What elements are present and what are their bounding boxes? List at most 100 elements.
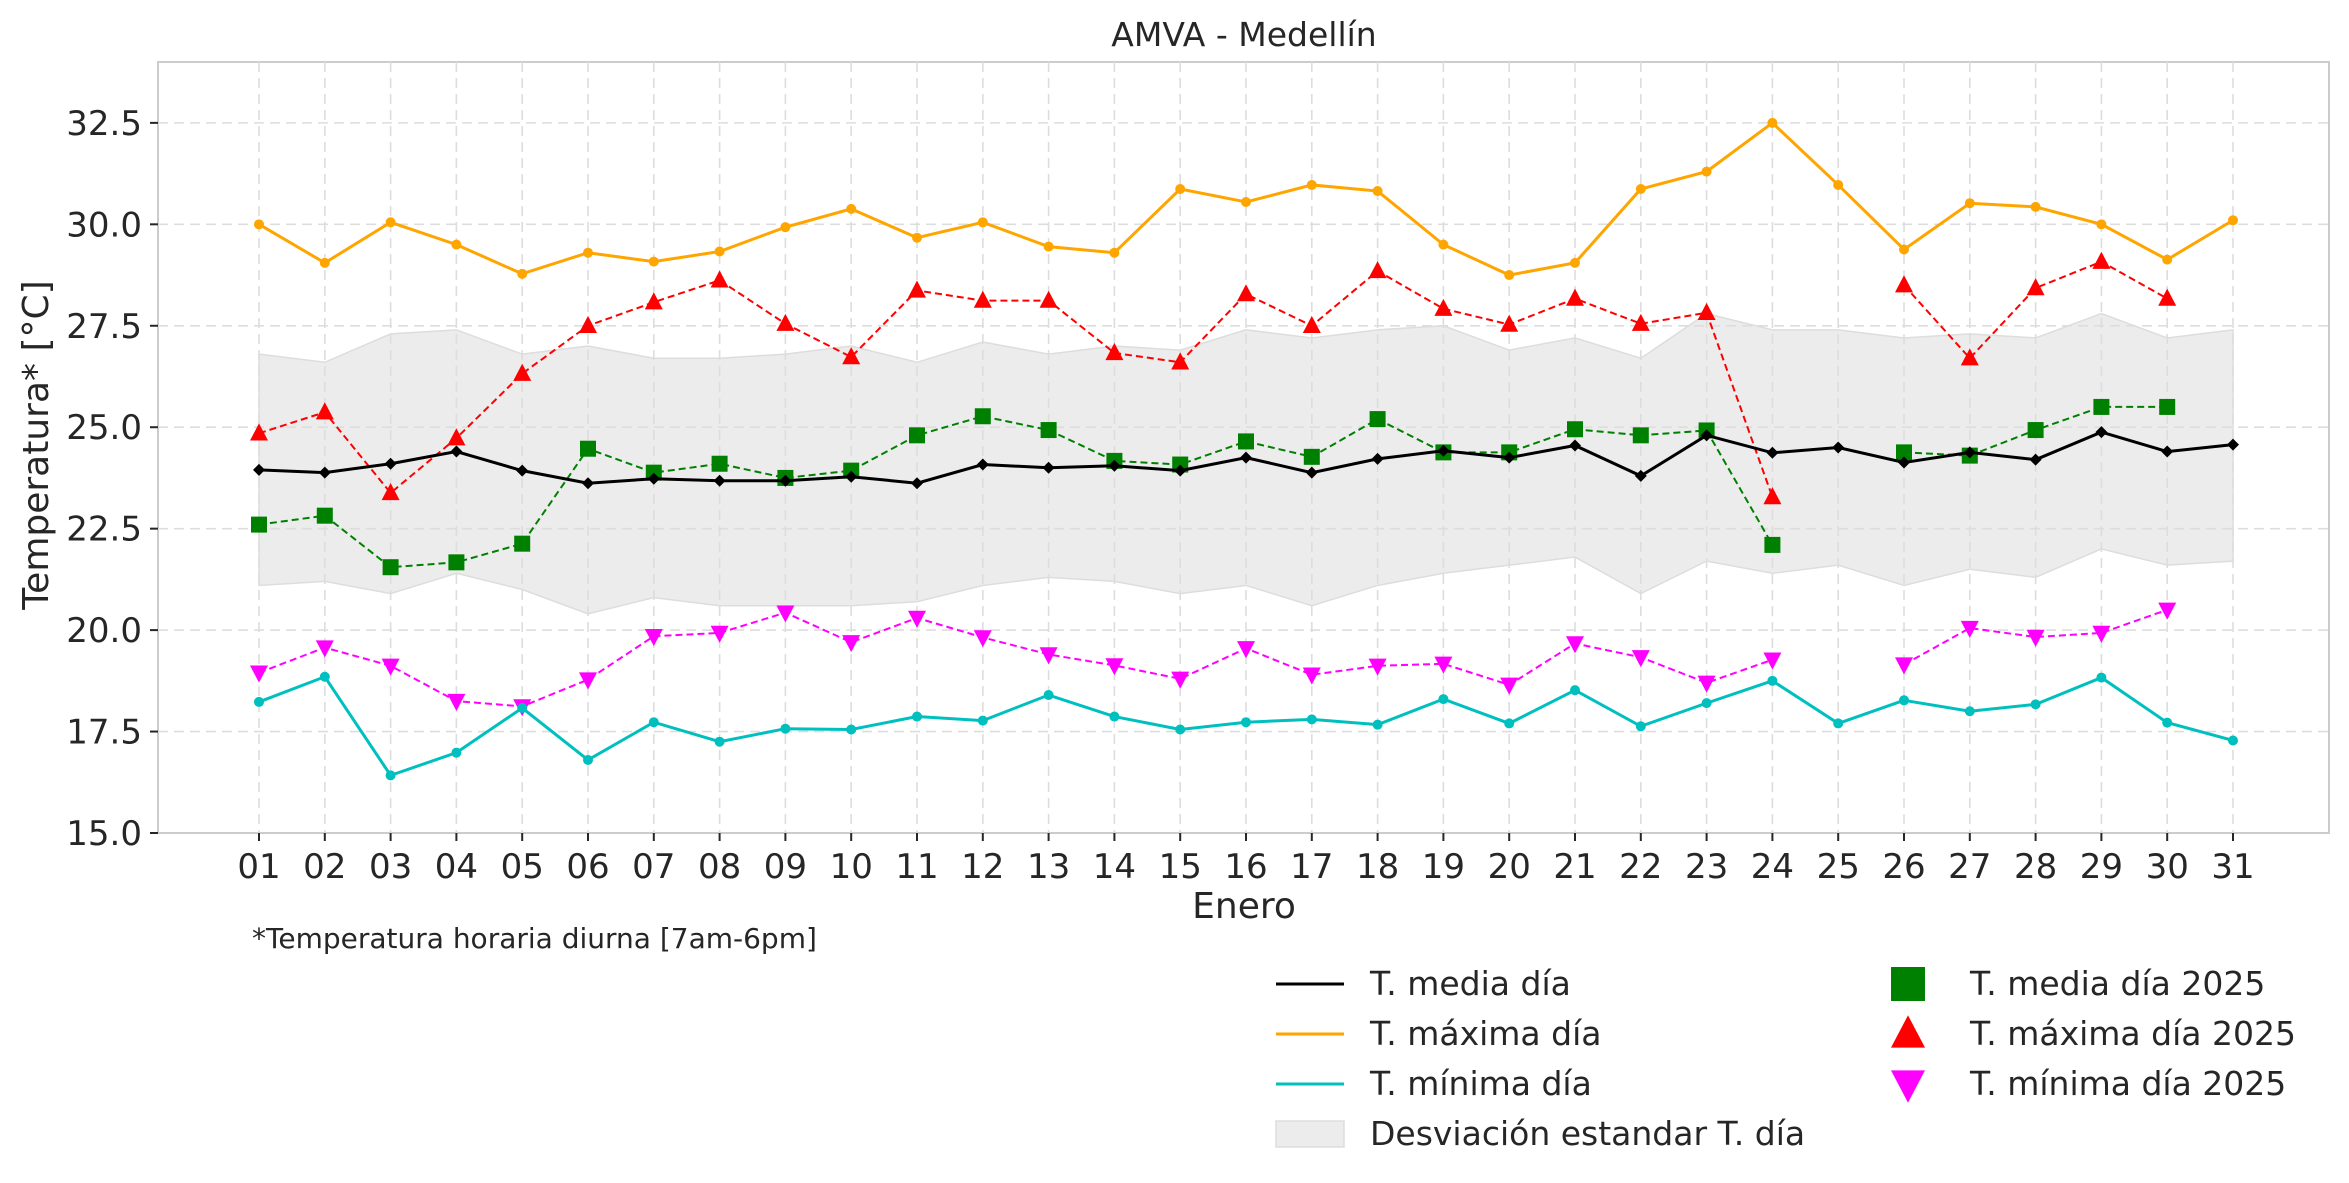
data-point — [714, 736, 725, 747]
data-point — [319, 257, 330, 268]
legend-label: T. máxima día — [1369, 1014, 1601, 1053]
legend: T. media día T. máxima día T. mínima día De… — [1275, 964, 2296, 1153]
data-point — [517, 703, 528, 714]
legend-label: T. media día — [1369, 964, 1571, 1003]
data-point — [845, 470, 858, 483]
data-point — [1240, 451, 1252, 464]
data-point — [382, 559, 399, 576]
data-point — [776, 313, 795, 331]
data-point — [1105, 343, 1124, 361]
data-point — [1109, 247, 1120, 258]
x-tick-label: 18 — [1356, 847, 1399, 887]
x-tick-label: 07 — [632, 847, 675, 887]
data-point — [447, 693, 466, 712]
data-point — [1109, 711, 1120, 722]
data-point — [1302, 667, 1321, 685]
data-point — [776, 605, 795, 623]
data-point — [251, 516, 267, 533]
data-point — [1305, 466, 1318, 479]
data-point — [583, 247, 593, 258]
x-tick-label: 24 — [1751, 847, 1794, 887]
data-point — [713, 474, 726, 487]
data-point — [2161, 445, 2174, 458]
data-point — [1767, 675, 1778, 686]
data-point — [2158, 602, 2177, 620]
data-point — [911, 477, 923, 490]
x-tick-label: 08 — [698, 847, 741, 887]
legend-item: Desviación estandar T. día — [1275, 1114, 1805, 1153]
data-point — [2093, 398, 2110, 415]
data-point — [2029, 453, 2042, 466]
y-tick-label: 27.5 — [66, 307, 142, 347]
data-point — [1899, 695, 1909, 706]
data-point — [2096, 219, 2107, 230]
data-point — [977, 715, 988, 726]
x-tick-label: 25 — [1817, 847, 1860, 887]
data-point — [381, 658, 400, 676]
legend-label: T. media día 2025 — [1969, 964, 2265, 1003]
data-point — [1895, 275, 1913, 293]
data-point — [1634, 469, 1647, 482]
series-line — [258, 611, 1773, 708]
legend-item: T. media día 2025 — [1891, 964, 2265, 1003]
data-point — [1766, 446, 1779, 459]
data-point — [1105, 658, 1124, 676]
y-axis-label: Temperatura* [°C] — [16, 280, 57, 610]
data-point — [1372, 186, 1383, 197]
data-point — [908, 280, 926, 298]
data-point — [714, 246, 725, 257]
data-point — [1700, 429, 1713, 442]
legend-item: T. máxima día 2025 — [1891, 1014, 2296, 1053]
x-tick-label: 31 — [2211, 847, 2254, 887]
data-point — [648, 256, 659, 267]
data-point — [1767, 117, 1778, 128]
data-point — [648, 717, 659, 728]
legend-item: T. media día — [1276, 964, 1571, 1003]
x-tick-label: 26 — [1882, 847, 1925, 887]
y-tick-label: 25.0 — [66, 408, 142, 448]
data-point — [1697, 302, 1716, 320]
data-point — [2026, 629, 2045, 647]
data-point — [1697, 675, 1716, 693]
x-axis-label: Enero — [1192, 886, 1296, 927]
data-point — [2027, 422, 2044, 439]
series-line — [1903, 260, 2168, 360]
x-tick-label: 17 — [1290, 847, 1333, 887]
x-tick-label: 16 — [1224, 847, 1267, 887]
data-point — [1302, 315, 1321, 333]
y-tick-label: 17.5 — [66, 713, 142, 753]
x-tick-label: 29 — [2080, 847, 2123, 887]
legend-label: T. mínima día — [1369, 1064, 1592, 1103]
data-point — [582, 477, 594, 490]
data-point — [1632, 427, 1649, 444]
data-point — [2228, 735, 2238, 746]
data-point — [1171, 352, 1190, 370]
y-tick-label: 15.0 — [66, 814, 142, 854]
data-point — [976, 458, 989, 471]
series-0 — [253, 426, 2239, 490]
series-3 — [251, 398, 2176, 576]
data-point — [1241, 196, 1251, 207]
data-point — [1438, 694, 1449, 705]
data-point — [1175, 724, 1186, 735]
data-point — [1701, 166, 1712, 177]
legend-label: Desviación estandar T. día — [1370, 1114, 1805, 1153]
data-point — [2095, 426, 2108, 439]
data-point — [1174, 464, 1187, 477]
data-point — [912, 711, 922, 722]
data-point — [2158, 288, 2177, 306]
y-tick-label: 32.5 — [66, 104, 142, 144]
data-point — [644, 292, 663, 310]
data-point — [1237, 284, 1255, 302]
x-tick-label: 19 — [1422, 847, 1465, 887]
data-point — [254, 696, 264, 707]
data-point — [1039, 647, 1058, 665]
data-point — [2162, 717, 2173, 728]
x-tick-label: 12 — [961, 847, 1004, 887]
data-point — [579, 672, 597, 690]
data-point — [842, 347, 861, 365]
data-point — [1369, 411, 1386, 428]
x-tick-label: 13 — [1027, 847, 1070, 887]
x-tick-label: 14 — [1093, 847, 1136, 887]
x-tick-label: 10 — [830, 847, 873, 887]
